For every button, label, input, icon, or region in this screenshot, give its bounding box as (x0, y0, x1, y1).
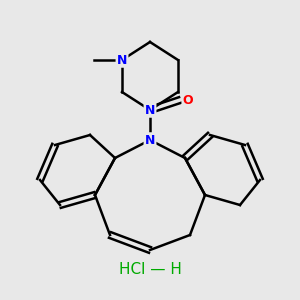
Text: O: O (183, 94, 193, 106)
Text: N: N (117, 53, 127, 67)
Text: N: N (145, 134, 155, 146)
Text: HCl — H: HCl — H (118, 262, 182, 278)
Text: N: N (145, 103, 155, 116)
